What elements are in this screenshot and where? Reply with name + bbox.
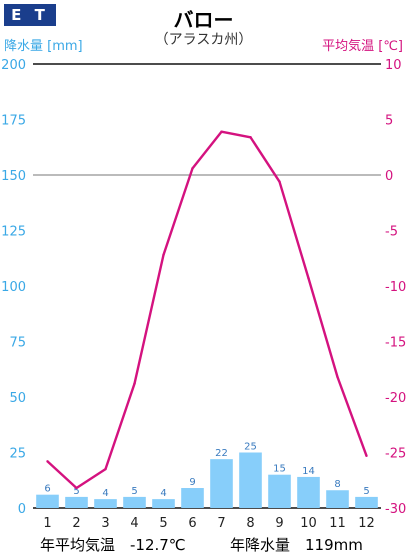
left-tick-label: 200 — [1, 58, 26, 73]
right-tick-label: 5 — [385, 114, 393, 129]
month-tick-label: 7 — [217, 516, 225, 531]
month-tick-label: 6 — [188, 516, 196, 531]
precip-bar — [355, 496, 378, 508]
month-tick-label: 2 — [72, 516, 80, 531]
left-tick-label: 25 — [9, 447, 26, 462]
month-tick-label: 4 — [130, 516, 138, 531]
temperature-point — [249, 136, 252, 139]
precip-bar — [210, 459, 233, 508]
month-tick-label: 8 — [246, 516, 254, 531]
month-tick-label: 10 — [300, 516, 317, 531]
chart-subtitle: （アラスカ州） — [154, 32, 253, 48]
temperature-point — [307, 277, 310, 280]
precip-bar — [123, 496, 146, 508]
bar-value-label: 8 — [334, 479, 340, 490]
annual-precipitation: 年降水量 119mm — [230, 536, 363, 554]
left-tick-label: 0 — [18, 502, 26, 517]
left-axis-label: 降水量 [mm] — [4, 39, 83, 54]
precip-bar — [152, 499, 175, 508]
right-tick-label: -20 — [385, 391, 406, 406]
right-axis-label: 平均気温 [℃] — [322, 39, 403, 54]
right-tick-label: 0 — [385, 169, 393, 184]
bar-value-label: 15 — [273, 464, 286, 475]
month-tick-label: 9 — [275, 516, 283, 531]
left-tick-label: 100 — [1, 280, 26, 295]
right-tick-label: -15 — [385, 336, 406, 351]
precip-bar — [65, 496, 88, 508]
temperature-point — [336, 375, 339, 379]
precip-bar — [94, 499, 117, 508]
precip-bar — [36, 494, 59, 508]
precip-bar — [297, 476, 320, 508]
bar-value-label: 4 — [160, 488, 166, 499]
left-tick-label: 125 — [1, 225, 26, 240]
temperature-point — [191, 167, 194, 170]
right-tick-label: -30 — [385, 502, 406, 517]
precip-bar — [239, 452, 262, 508]
temperature-point — [46, 460, 49, 463]
left-tick-label: 50 — [9, 391, 26, 406]
precip-bar — [268, 474, 291, 508]
bar-value-label: 5 — [131, 486, 137, 497]
temperature-point — [278, 180, 281, 183]
month-tick-label: 3 — [101, 516, 109, 531]
bar-value-label: 14 — [302, 466, 315, 477]
right-tick-label: -5 — [385, 225, 398, 240]
month-tick-label: 1 — [43, 516, 51, 531]
bar-value-label: 5 — [73, 486, 79, 497]
left-tick-label: 75 — [9, 336, 26, 351]
temperature-point — [75, 486, 78, 490]
bar-value-label: 22 — [215, 448, 228, 459]
annual-avg-temp: 年平均気温 -12.7℃ — [40, 536, 186, 554]
month-tick-label: 12 — [358, 516, 375, 531]
bar-value-label: 9 — [189, 477, 195, 488]
right-tick-label: -10 — [385, 280, 406, 295]
temperature-point — [365, 454, 368, 458]
bar-value-label: 25 — [244, 442, 257, 453]
temperature-point — [104, 467, 107, 471]
climate-code-badge: E T — [4, 4, 56, 26]
temperature-point — [220, 130, 223, 133]
precip-bar — [326, 490, 349, 508]
temperature-point — [133, 382, 136, 385]
right-tick-label: -25 — [385, 447, 406, 462]
temperature-line — [46, 130, 368, 490]
precip-bar — [181, 488, 204, 508]
chart-title: バロー — [173, 8, 234, 32]
left-tick-label: 175 — [1, 114, 26, 129]
month-tick-label: 11 — [329, 516, 346, 531]
month-tick-label: 5 — [159, 516, 167, 531]
left-tick-label: 150 — [1, 169, 26, 184]
bar-value-label: 4 — [102, 488, 108, 499]
temperature-point — [162, 253, 165, 257]
right-tick-label: 10 — [385, 58, 402, 73]
bar-value-label: 5 — [363, 486, 369, 497]
bar-value-label: 6 — [44, 484, 50, 495]
